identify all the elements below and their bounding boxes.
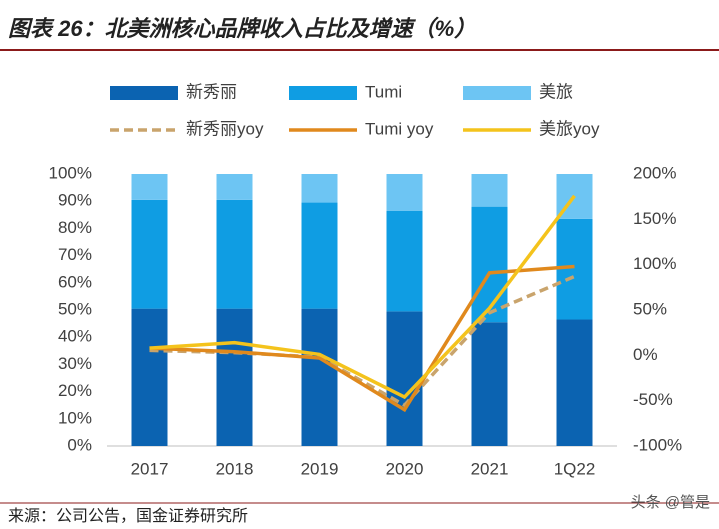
y2-tick-label: 150%: [633, 209, 676, 228]
y2-tick-label: 50%: [633, 299, 667, 318]
bar: [386, 311, 423, 446]
y-tick-label: 10%: [58, 408, 92, 427]
bar: [131, 174, 168, 200]
y2-tick-label: 200%: [633, 163, 676, 182]
x-tick-label: 2020: [386, 459, 424, 478]
legend-label: 美旅yoy: [539, 119, 600, 138]
y-tick-label: 50%: [58, 299, 92, 318]
bar: [556, 218, 593, 320]
chart-title: 图表 26：北美洲核心品牌收入占比及增速（%）: [8, 16, 476, 41]
bar: [471, 322, 508, 446]
bar: [131, 199, 168, 309]
bar: [471, 206, 508, 323]
legend-label: 新秀丽: [186, 82, 237, 101]
x-tick-label: 1Q22: [554, 459, 596, 478]
x-tick-label: 2018: [216, 459, 254, 478]
source: 来源：公司公告，国金证券研究所: [8, 507, 248, 525]
y-tick-label: 60%: [58, 272, 92, 291]
bar: [301, 174, 338, 203]
y-tick-label: 80%: [58, 218, 92, 237]
bar: [386, 210, 423, 312]
x-tick-label: 2021: [471, 459, 509, 478]
x-tick-label: 2019: [301, 459, 339, 478]
y2-tick-label: -50%: [633, 390, 673, 409]
y-tick-label: 90%: [58, 191, 92, 210]
y-tick-label: 20%: [58, 381, 92, 400]
y-tick-label: 30%: [58, 354, 92, 373]
bar: [301, 308, 338, 446]
bar: [131, 308, 168, 446]
legend-swatch: [463, 86, 531, 100]
legend-label: 新秀丽yoy: [186, 119, 264, 138]
bar: [301, 202, 338, 309]
y-tick-label: 0%: [67, 435, 92, 454]
y-tick-label: 100%: [49, 163, 92, 182]
y-tick-label: 40%: [58, 327, 92, 346]
legend-label: Tumi yoy: [365, 119, 434, 138]
line: [149, 194, 576, 400]
legend-label: Tumi: [365, 82, 402, 101]
bar: [556, 319, 593, 446]
legend-swatch: [289, 86, 357, 100]
bar: [216, 174, 253, 200]
y2-tick-label: -100%: [633, 435, 682, 454]
y2-tick-label: 0%: [633, 345, 658, 364]
watermark: 头条 @管是: [631, 494, 710, 511]
bar: [216, 308, 253, 446]
y-tick-label: 70%: [58, 245, 92, 264]
bar: [471, 174, 508, 207]
x-tick-label: 2017: [131, 459, 169, 478]
bar: [386, 174, 423, 211]
line: [149, 264, 575, 413]
bar: [216, 199, 253, 309]
legend-label: 美旅: [539, 82, 573, 101]
y2-tick-label: 100%: [633, 254, 676, 273]
legend-swatch: [110, 86, 178, 100]
